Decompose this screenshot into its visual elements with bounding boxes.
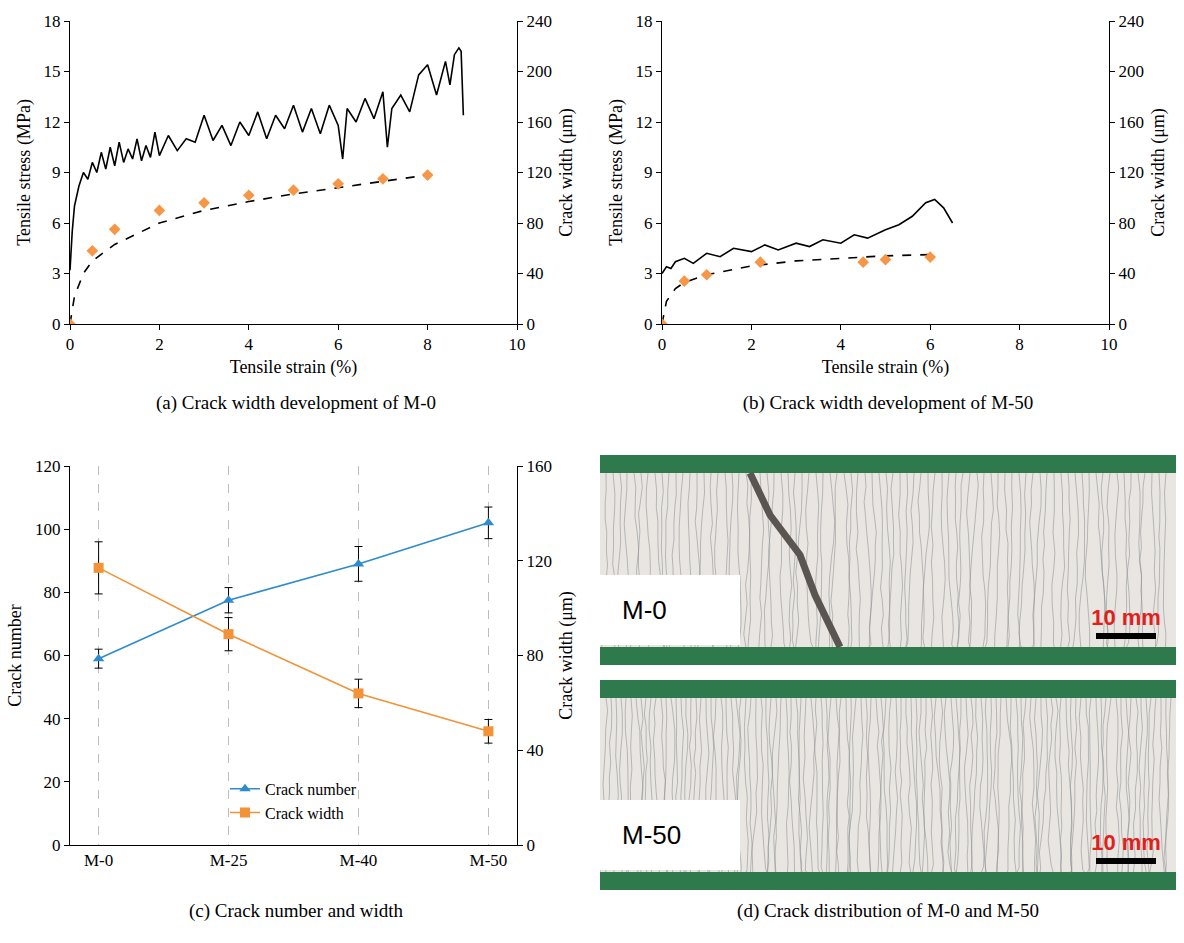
svg-text:15: 15 (44, 62, 61, 81)
svg-text:80: 80 (526, 646, 543, 665)
svg-text:0: 0 (52, 836, 61, 855)
svg-text:4: 4 (837, 335, 846, 354)
svg-text:120: 120 (526, 163, 552, 182)
svg-text:2: 2 (155, 335, 164, 354)
svg-text:Tensile strain (%): Tensile strain (%) (822, 357, 950, 378)
html-text:(c) Crack number and width: (c) Crack number and width (188, 900, 404, 921)
svg-text:0: 0 (526, 315, 535, 334)
svg-text:M-40: M-40 (340, 851, 378, 870)
svg-text:120: 120 (1118, 163, 1144, 182)
svg-text:60: 60 (44, 646, 61, 665)
svg-text:8: 8 (1015, 335, 1024, 354)
svg-text:200: 200 (526, 62, 552, 81)
svg-text:3: 3 (52, 264, 61, 283)
svg-text:160: 160 (526, 113, 552, 132)
html-text:(a) Crack width development of: (a) Crack width development of M-0 (155, 392, 437, 413)
svg-text:80: 80 (526, 214, 543, 233)
svg-text:Tensile stress (MPa): Tensile stress (MPa) (14, 99, 35, 246)
svg-text:160: 160 (1118, 113, 1144, 132)
svg-text:18: 18 (44, 12, 61, 31)
svg-text:160: 160 (526, 457, 552, 476)
svg-text:M-0: M-0 (622, 595, 667, 625)
svg-text:0: 0 (658, 335, 667, 354)
svg-text:Crack width (μm): Crack width (μm) (556, 591, 577, 720)
svg-text:M-0: M-0 (84, 851, 113, 870)
svg-text:10: 10 (1101, 335, 1118, 354)
svg-text:40: 40 (1118, 264, 1135, 283)
svg-text:0: 0 (66, 335, 75, 354)
svg-text:10 mm: 10 mm (1091, 605, 1161, 630)
html-text:(b) Crack width development of: (b) Crack width development of M-50 (742, 392, 1034, 413)
svg-text:9: 9 (52, 163, 61, 182)
svg-text:40: 40 (526, 264, 543, 283)
svg-text:6: 6 (334, 335, 343, 354)
svg-text:15: 15 (636, 62, 653, 81)
svg-text:120: 120 (35, 457, 61, 476)
svg-text:0: 0 (52, 315, 61, 334)
svg-text:9: 9 (644, 163, 653, 182)
svg-text:100: 100 (35, 520, 61, 539)
svg-text:0: 0 (644, 315, 653, 334)
svg-text:Crack number: Crack number (265, 781, 357, 798)
svg-text:240: 240 (526, 12, 552, 31)
svg-text:6: 6 (926, 335, 935, 354)
svg-text:12: 12 (44, 113, 61, 132)
svg-text:M-50: M-50 (470, 851, 508, 870)
svg-text:Tensile strain (%): Tensile strain (%) (230, 357, 358, 378)
svg-text:3: 3 (644, 264, 653, 283)
svg-text:4: 4 (245, 335, 254, 354)
svg-text:240: 240 (1118, 12, 1144, 31)
svg-text:10: 10 (509, 335, 526, 354)
svg-text:200: 200 (1118, 62, 1144, 81)
svg-text:20: 20 (44, 773, 61, 792)
svg-text:40: 40 (44, 710, 61, 729)
svg-text:18: 18 (636, 12, 653, 31)
svg-text:120: 120 (526, 552, 552, 571)
svg-text:M-50: M-50 (622, 820, 681, 850)
svg-text:40: 40 (526, 741, 543, 760)
svg-text:M-25: M-25 (210, 851, 248, 870)
svg-text:Crack width (μm): Crack width (μm) (556, 108, 577, 237)
svg-text:8: 8 (423, 335, 432, 354)
svg-text:6: 6 (644, 214, 653, 233)
svg-text:80: 80 (1118, 214, 1135, 233)
svg-text:6: 6 (52, 214, 61, 233)
svg-text:10 mm: 10 mm (1091, 830, 1161, 855)
html-text:(d) Crack distribution of M-0: (d) Crack distribution of M-0 and M-50 (737, 900, 1039, 921)
svg-text:Crack width (μm): Crack width (μm) (1148, 108, 1169, 237)
svg-text:2: 2 (747, 335, 756, 354)
svg-text:Crack width: Crack width (265, 805, 344, 822)
svg-text:80: 80 (44, 583, 61, 602)
svg-text:Tensile stress (MPa): Tensile stress (MPa) (606, 99, 627, 246)
svg-text:0: 0 (1118, 315, 1127, 334)
svg-text:0: 0 (526, 836, 535, 855)
svg-text:12: 12 (636, 113, 653, 132)
svg-text:Crack number: Crack number (5, 604, 25, 706)
